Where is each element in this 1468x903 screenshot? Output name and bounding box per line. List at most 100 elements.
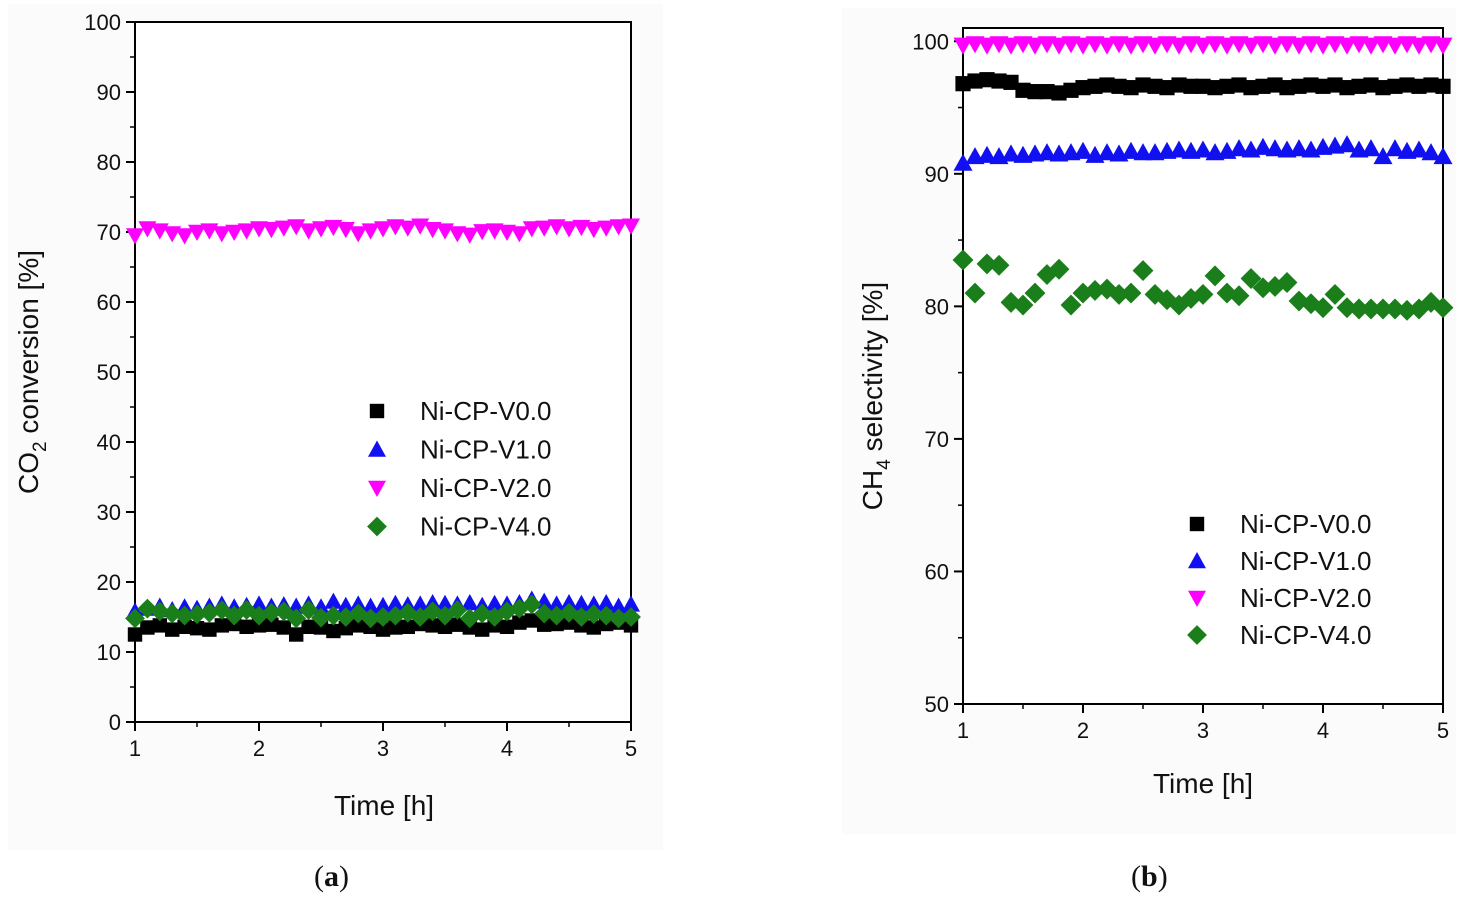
- panel-b-data-point: [1229, 139, 1249, 157]
- panel-b-data-point: [1241, 37, 1261, 55]
- panel-b-data-point: [1097, 37, 1117, 55]
- panel-a-legend: Ni-CP-V0.0 Ni-CP-V1.0 Ni-CP-V2.0 Ni-CP-V4.0: [367, 396, 551, 542]
- panel-b-data-point: [1145, 37, 1165, 55]
- panel-a-data-point: [202, 622, 217, 637]
- panel-b-data-point: [1171, 77, 1187, 93]
- panel-b-data-point: [1409, 140, 1429, 158]
- panel-a-series-3: [125, 594, 641, 629]
- panel-b-data-point: [1099, 77, 1115, 93]
- panel-a-legend-label: Ni-CP-V2.0: [420, 473, 551, 503]
- panel-b-data-point: [1421, 143, 1441, 161]
- panel-a-data-point: [326, 623, 341, 639]
- panel-b-y-tick-label: 70: [925, 427, 949, 452]
- panel-a-data-point: [386, 219, 405, 236]
- panel-b-data-point: [1313, 37, 1333, 55]
- panel-b-x-axis-title: Time [h]: [1153, 768, 1253, 799]
- panel-b-y-tick-label: 80: [925, 294, 949, 319]
- panel-a-data-point: [289, 627, 304, 642]
- panel-a-data-point: [299, 223, 318, 240]
- panel-a-data-point: [338, 621, 353, 636]
- panel-b-legend-label: Ni-CP-V0.0: [1240, 509, 1371, 539]
- panel-b-data-point: [1207, 80, 1223, 96]
- panel-a-data-point: [586, 620, 601, 635]
- panel-b-data-point: [1231, 77, 1247, 93]
- panel-b-data-point: [1121, 141, 1141, 159]
- panel-a-legend-marker: [367, 516, 387, 537]
- panel-b-data-point: [1348, 298, 1370, 320]
- panel-a-data-point: [324, 592, 343, 609]
- panel-b-data-point: [1121, 37, 1141, 55]
- panel-b-data-point: [1108, 283, 1130, 305]
- panel-b-data-point: [1385, 37, 1405, 55]
- panel-b-data-point: [1073, 141, 1093, 159]
- panel-b-data-point: [1339, 80, 1355, 96]
- panel-b-data-point: [1396, 299, 1418, 321]
- panel-a-data-point: [298, 600, 319, 620]
- panel-b-data-point: [1375, 80, 1391, 96]
- panel-a-data-point: [584, 222, 603, 239]
- panel-a-data-point: [560, 594, 578, 611]
- panel-b-data-point: [1027, 84, 1043, 100]
- panel-a-data-point: [225, 224, 244, 241]
- panel-b-data-point: [1183, 78, 1199, 94]
- panel-a-data-point: [189, 621, 205, 636]
- panel-a-data-point: [237, 223, 256, 240]
- panel-a-data-point: [597, 220, 616, 237]
- panel-a-data-point: [286, 608, 307, 629]
- panel-a-y-tick-label: 90: [97, 80, 121, 105]
- panel-a-data-point: [572, 594, 591, 611]
- panel-b-legend: Ni-CP-V0.0 Ni-CP-V1.0 Ni-CP-V2.0 Ni-CP-V4.0: [1187, 509, 1371, 650]
- panel-b-legend-marker: [1189, 516, 1205, 532]
- panel-b-data-point: [1087, 78, 1103, 94]
- panel-b-data-point: [1147, 78, 1163, 94]
- panel-b-data-point: [1384, 298, 1406, 320]
- panel-a-data-point: [360, 608, 381, 629]
- panel-a-y-tick-label: 10: [97, 640, 121, 665]
- panel-a-data-point: [398, 220, 417, 237]
- panel-b-data-point: [1135, 77, 1151, 93]
- panel-a-legend-marker: [368, 480, 386, 497]
- panel-a-x-tick-label: 1: [129, 736, 141, 761]
- panel-a-data-point: [460, 594, 479, 611]
- panel-a-data-point: [447, 600, 468, 620]
- panel-b-data-point: [1360, 298, 1382, 320]
- panel-a-legend-label: Ni-CP-V4.0: [420, 512, 551, 542]
- panel-a-data-point: [535, 220, 554, 237]
- panel-a-data-point: [349, 595, 368, 612]
- panel-b-data-point: [1133, 143, 1153, 161]
- panel-a-y-tick-label: 60: [97, 290, 121, 315]
- panel-a-series-0: [127, 613, 639, 642]
- panel-b-data-point: [1060, 294, 1082, 316]
- panel-b-data-point: [1015, 82, 1031, 98]
- panel-a-y-axis-title: CO2 conversion [%]: [13, 250, 51, 494]
- panel-b-data-point: [1051, 85, 1067, 101]
- panel-a-data-point: [512, 615, 527, 630]
- panel-b-legend-marker: [1188, 590, 1206, 607]
- panel-b-x-tick-label: 1: [957, 718, 969, 743]
- panel-a-data-point: [311, 607, 331, 628]
- panel-b-data-point: [1228, 285, 1250, 307]
- panel-a-x-tick-label: 5: [625, 736, 637, 761]
- panel-a-data-point: [386, 594, 405, 611]
- panel-b-data-point: [1385, 139, 1405, 157]
- panel-b-data-point: [1255, 78, 1271, 94]
- panel-a-data-point: [301, 619, 316, 634]
- panel-a-data-point: [475, 622, 490, 637]
- panel-a-data-point: [174, 605, 195, 626]
- panel-b-data-point: [1012, 294, 1034, 316]
- panel-b-data-point: [979, 72, 995, 88]
- panel-a-data-point: [510, 226, 529, 243]
- panel-a-data-point: [140, 620, 155, 635]
- panel-b-y-tick-label: 100: [912, 29, 949, 54]
- panel-a-data-point: [361, 597, 380, 614]
- panel-b-data-point: [1361, 139, 1381, 157]
- panel-a-data-point: [448, 226, 467, 243]
- panel-a-data-point: [460, 227, 479, 244]
- panel-a-y-tick-label: 0: [109, 710, 121, 735]
- panel-a-data-point: [622, 218, 640, 235]
- panel-a-data-point: [175, 228, 194, 245]
- panel-b-data-point: [1252, 277, 1274, 299]
- panel-b-data-point: [1037, 143, 1057, 161]
- panel-a-data-point: [375, 622, 391, 637]
